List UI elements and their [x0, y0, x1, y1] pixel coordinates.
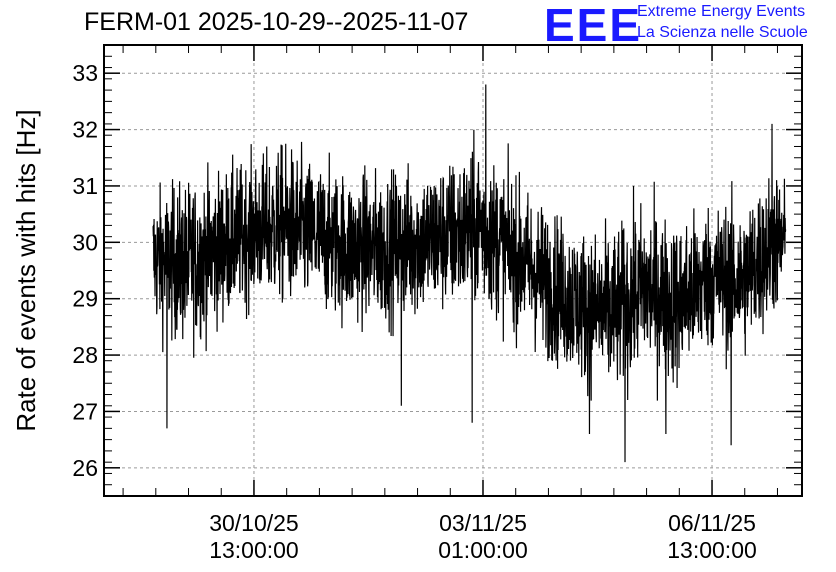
y-tick-label: 31 [72, 173, 98, 199]
rate-trace [152, 84, 787, 463]
chart-title: FERM-01 2025-10-29--2025-11-07 [84, 8, 469, 36]
y-tick-label: 26 [72, 455, 98, 481]
x-tick-label-date: 06/11/25 [668, 510, 756, 536]
y-tick-label: 33 [72, 60, 98, 86]
logo-caption-line-2: La Scienza nelle Scuole [637, 24, 808, 41]
x-tick-label-time: 13:00:00 [667, 537, 757, 563]
y-tick-label: 29 [72, 286, 98, 312]
y-tick-label: 32 [72, 117, 98, 143]
y-axis-label: Rate of events with hits [Hz] [11, 109, 41, 431]
eee-logo: EEE [544, 0, 643, 51]
y-tick-label: 30 [72, 229, 98, 255]
x-tick-label-time: 13:00:00 [209, 537, 299, 563]
y-tick-label: 27 [72, 398, 98, 424]
rate-series-line [152, 84, 787, 463]
x-tick-label-date: 30/10/25 [209, 510, 299, 536]
y-axis: 26 27 28 29 30 31 32 33 [72, 44, 802, 497]
y-tick-label: 28 [72, 342, 98, 368]
x-tick-label-date: 03/11/25 [439, 510, 527, 536]
x-tick-label-time: 01:00:00 [438, 537, 528, 563]
x-axis: 30/10/2513:00:0003/11/2501:00:0006/11/25… [122, 45, 778, 563]
logo-caption-line-1: Extreme Energy Events [637, 3, 806, 20]
